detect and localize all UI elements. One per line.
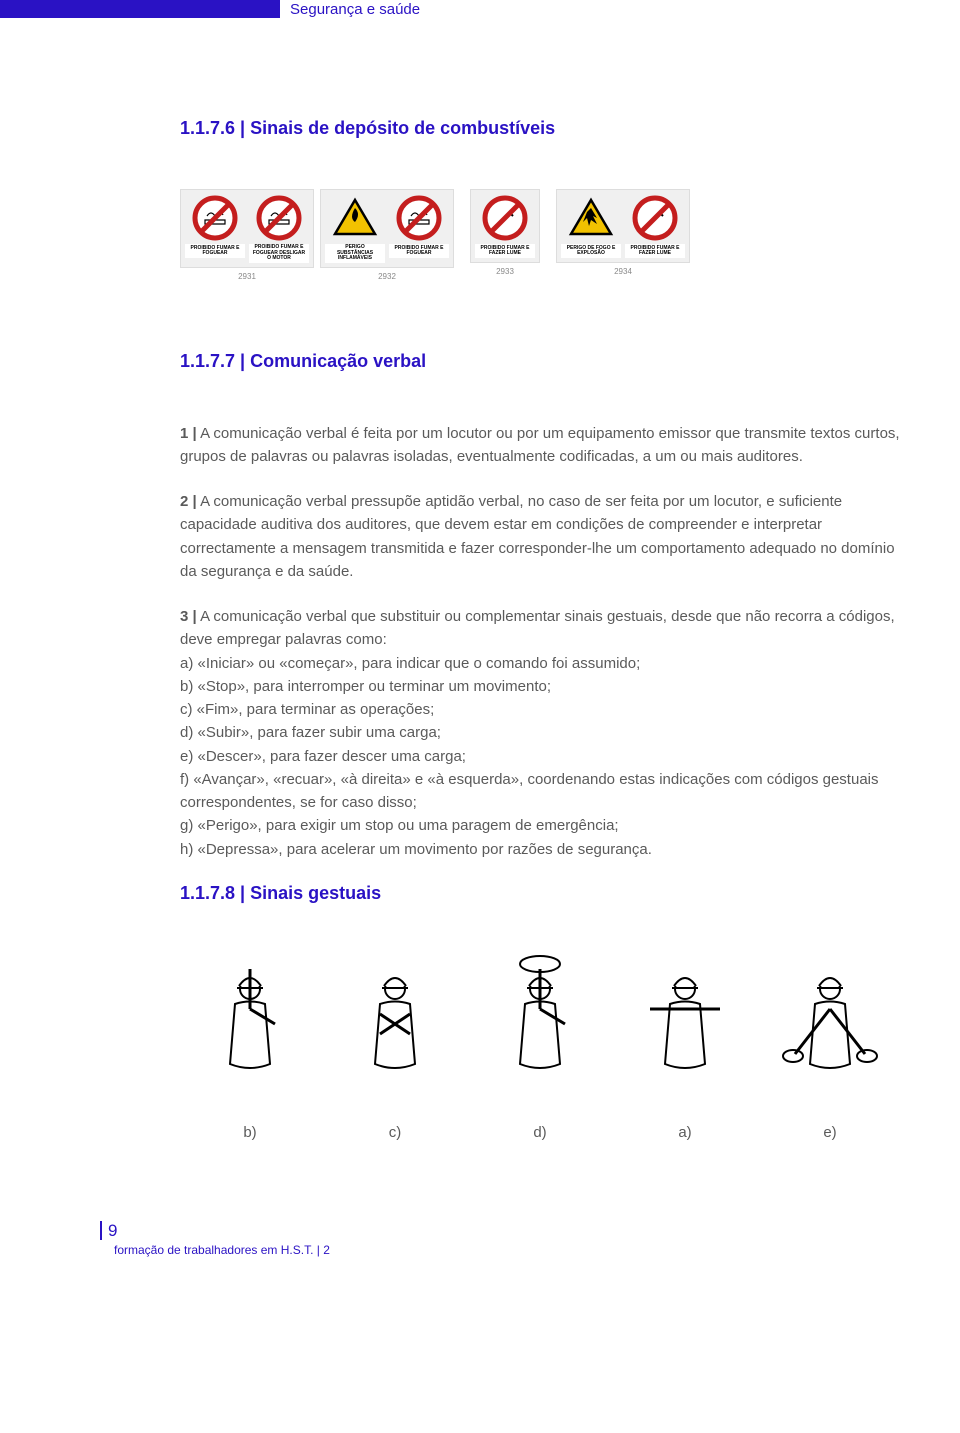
- list-item: e) «Descer», para fazer descer uma carga…: [180, 745, 900, 768]
- para-1: 1 | A comunicação verbal é feita por um …: [180, 422, 900, 469]
- prohibit-sign: PROIBIDO FUMAR E FOGUEAR: [185, 194, 245, 263]
- list-item: a) «Iniciar» ou «começar», para indicar …: [180, 652, 900, 675]
- sign-code: 2934: [614, 267, 632, 276]
- gesture-label: b): [243, 1124, 256, 1141]
- gesture-label: e): [823, 1124, 836, 1141]
- prohibit-sign: PROIBIDO FUMAR E FAZER LUME: [475, 194, 535, 258]
- heading-1178: 1.1.7.8 | Sinais gestuais: [180, 883, 900, 904]
- warning-sign: PERIGO DE FOGO E EXPLOSÃO: [561, 194, 621, 258]
- sign-group: PROIBIDO FUMAR E FAZER LUME 2933: [470, 189, 540, 281]
- sign-group: PROIBIDO FUMAR E FOGUEAR PROIBIDO FUMAR …: [180, 189, 314, 281]
- heading-1176: 1.1.7.6 | Sinais de depósito de combustí…: [180, 118, 900, 139]
- heading-1177: 1.1.7.7 | Comunicação verbal: [180, 351, 900, 372]
- sign-group: PERIGO DE FOGO E EXPLOSÃO PROIBIDO FUMAR…: [556, 189, 690, 281]
- list-item: c) «Fim», para terminar as operações;: [180, 698, 900, 721]
- list-item: b) «Stop», para interromper ou terminar …: [180, 675, 900, 698]
- para-3-intro: A comunicação verbal que substituir ou c…: [180, 608, 895, 648]
- warning-sign: PERIGO SUBSTÂNCIAS INFLAMÁVEIS: [325, 194, 385, 263]
- list-item: h) «Depressa», para acelerar um moviment…: [180, 838, 900, 861]
- sign-code: 2931: [238, 272, 256, 281]
- gesture-figure: a): [625, 954, 745, 1141]
- gesture-label: c): [389, 1124, 402, 1141]
- sign-row: PROIBIDO FUMAR E FOGUEAR PROIBIDO FUMAR …: [180, 189, 900, 281]
- para-3: 3 | A comunicação verbal que substituir …: [180, 605, 900, 861]
- para-3-list: a) «Iniciar» ou «começar», para indicar …: [180, 652, 900, 861]
- gesture-figure: e): [770, 954, 890, 1141]
- main-content: 1.1.7.6 | Sinais de depósito de combustí…: [180, 18, 900, 1141]
- para-3-prefix: 3 |: [180, 608, 197, 625]
- gesture-figure: b): [190, 954, 310, 1141]
- para-2-prefix: 2 |: [180, 493, 197, 510]
- footer-text: formação de trabalhadores em H.S.T. | 2: [114, 1243, 960, 1257]
- gesture-label: d): [533, 1124, 546, 1141]
- sign-code: 2932: [378, 272, 396, 281]
- para-2: 2 | A comunicação verbal pressupõe aptid…: [180, 490, 900, 583]
- prohibit-sign: PROIBIDO FUMAR E FOGUEAR DESLIGAR O MOTO…: [249, 194, 309, 263]
- header-title: Segurança e saúde: [290, 1, 960, 18]
- list-item: d) «Subir», para fazer subir uma carga;: [180, 721, 900, 744]
- sign-group: PERIGO SUBSTÂNCIAS INFLAMÁVEIS PROIBIDO …: [320, 189, 454, 281]
- list-item: g) «Perigo», para exigir um stop ou uma …: [180, 814, 900, 837]
- gesture-row: b) c) d) a) e): [180, 954, 900, 1141]
- gesture-figure: c): [335, 954, 455, 1141]
- para-1-prefix: 1 |: [180, 425, 197, 442]
- header-bar: [0, 0, 280, 18]
- prohibit-sign: PROIBIDO FUMAR E FOGUEAR: [389, 194, 449, 263]
- para-1-text: A comunicação verbal é feita por um locu…: [180, 425, 900, 465]
- para-2-text: A comunicação verbal pressupõe aptidão v…: [180, 493, 895, 580]
- page-number: 9: [100, 1221, 117, 1240]
- gesture-figure: d): [480, 954, 600, 1141]
- gesture-label: a): [678, 1124, 691, 1141]
- list-item: f) «Avançar», «recuar», «à direita» e «à…: [180, 768, 900, 815]
- footer: 9 formação de trabalhadores em H.S.T. | …: [100, 1221, 960, 1287]
- sign-code: 2933: [496, 267, 514, 276]
- prohibit-sign: PROIBIDO FUMAR E FAZER LUME: [625, 194, 685, 258]
